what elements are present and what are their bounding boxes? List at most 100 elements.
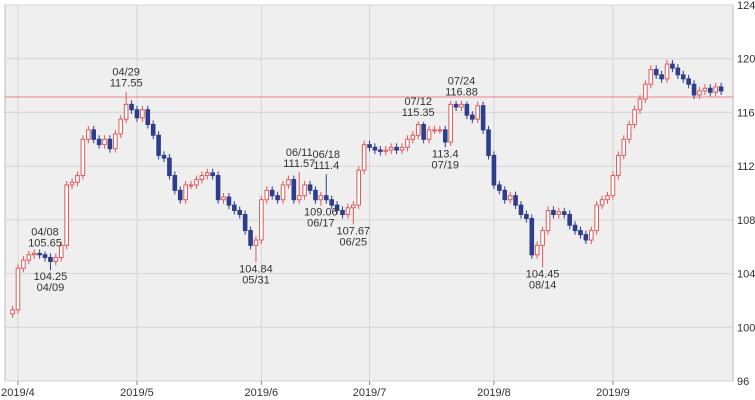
candle-body [113, 133, 118, 150]
candle-body [275, 195, 280, 201]
candle-body [659, 74, 664, 80]
candle-body [556, 211, 562, 215]
annotation-label: 111.4 [313, 160, 339, 172]
candle-body [194, 179, 199, 186]
annotation-label: 08/14 [529, 280, 557, 292]
candle-body [470, 114, 475, 120]
candle-body [432, 129, 437, 132]
annotation-label: 104.25 [34, 271, 68, 283]
candle-body [237, 209, 243, 215]
y-tick-label: 124 [737, 0, 755, 12]
candle-body [188, 184, 194, 187]
annotation-label: 116.88 [445, 87, 478, 99]
annotation-label: 06/25 [340, 236, 368, 248]
candle-body [643, 83, 648, 100]
y-tick-label: 96 [737, 376, 749, 388]
y-tick-label: 116 [737, 107, 755, 119]
candle-body [486, 129, 491, 156]
y-tick-label: 112 [737, 161, 755, 173]
candle-body [578, 230, 583, 236]
candle-body [394, 146, 399, 151]
candle-body [442, 129, 448, 143]
candle-body [675, 67, 681, 76]
candle-body [518, 204, 524, 215]
candle-body [415, 124, 421, 136]
candle-body [702, 87, 708, 92]
candle-body [313, 189, 318, 201]
candle-body [37, 252, 42, 256]
annotation-label: 107.67 [336, 225, 370, 237]
candle-body [161, 154, 167, 159]
candle-body [102, 138, 107, 146]
annotation-label: 104.84 [239, 263, 273, 275]
candle-body [670, 63, 675, 69]
y-tick-label: 104 [737, 269, 755, 281]
candle-body [15, 267, 21, 311]
candle-body [426, 129, 432, 140]
candle-body [637, 98, 643, 111]
x-tick-label: 2019/4 [1, 387, 35, 399]
y-tick-label: 100 [737, 322, 755, 334]
candle-body [242, 213, 248, 232]
candle-body [296, 195, 302, 201]
candle-body [367, 144, 372, 148]
candle-body [491, 154, 497, 186]
candle-body [118, 118, 124, 135]
candle-body [453, 103, 459, 108]
candle-body [680, 74, 686, 80]
candle-body [177, 189, 183, 201]
candle-body [561, 211, 567, 215]
candle-body [156, 134, 161, 156]
candle-body [269, 189, 275, 197]
candle-body [361, 144, 367, 171]
candle-body [96, 138, 102, 146]
candle-body [529, 218, 535, 256]
candle-body [697, 90, 702, 96]
candle-body [372, 146, 378, 151]
annotation-label: 111.57 [283, 158, 315, 170]
annotation-label: 07/19 [431, 159, 459, 171]
candle-body [507, 195, 513, 201]
candle-body [248, 230, 253, 246]
candle-body [437, 129, 443, 132]
candle-body [545, 209, 551, 232]
annotation-label: 105.65 [28, 237, 62, 249]
candle-body [329, 199, 334, 206]
candle-body [626, 124, 632, 140]
candle-body [302, 184, 307, 197]
candle-body [264, 189, 270, 201]
candle-body [286, 179, 291, 186]
candle-body [599, 199, 605, 206]
candle-body [572, 224, 578, 232]
annotation-label: 07/12 [404, 96, 432, 108]
candle-body [221, 196, 226, 201]
candle-body [318, 195, 324, 201]
candle-body [48, 256, 53, 262]
x-tick-label: 2019/6 [245, 387, 279, 399]
candle-body [713, 86, 718, 93]
candle-body [356, 169, 362, 206]
candle-body [345, 207, 351, 215]
candle-body [405, 138, 410, 148]
candle-body [31, 252, 37, 256]
x-tick-label: 2019/9 [596, 387, 630, 399]
candle-body [123, 103, 129, 120]
candle-body [53, 256, 59, 262]
candle-body [323, 195, 329, 201]
candle-body [80, 138, 86, 177]
candle-body [632, 109, 637, 126]
candle-body [69, 181, 75, 186]
x-tick-label: 2019/7 [353, 387, 387, 399]
candle-body [621, 138, 627, 156]
candle-body [253, 239, 259, 246]
candle-body [421, 124, 426, 140]
candle-body [540, 230, 545, 246]
candle-body [145, 109, 151, 126]
candle-body [707, 87, 713, 93]
candle-body [464, 103, 470, 116]
candle-body [616, 154, 621, 177]
candle-body [140, 109, 145, 119]
annotation-label: 06/17 [307, 218, 335, 230]
candle-body [134, 109, 140, 119]
annotation-label: 113.4 [432, 148, 459, 160]
